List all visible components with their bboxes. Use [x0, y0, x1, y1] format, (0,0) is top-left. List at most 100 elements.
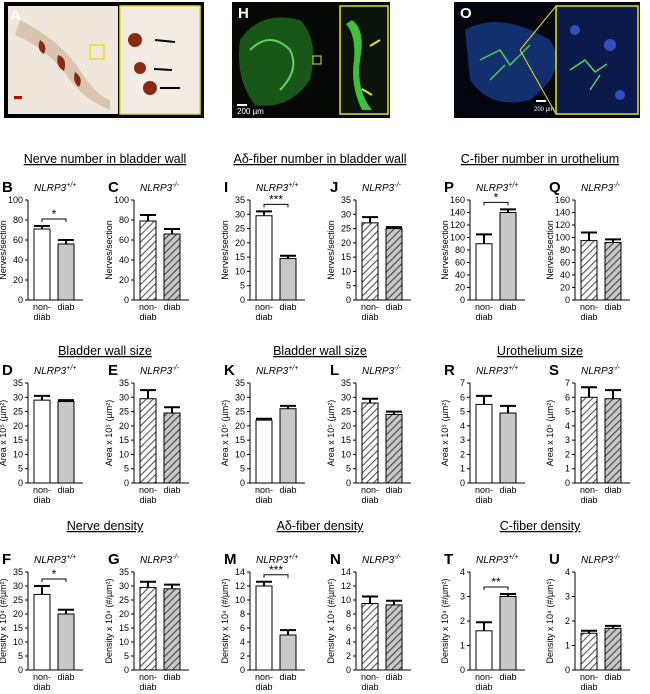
bar	[163, 233, 181, 301]
x-tick-label: diab	[57, 672, 74, 682]
x-tick-label: diab	[499, 485, 516, 495]
genotype-sup: +/+	[288, 365, 298, 372]
error-bar	[605, 238, 621, 243]
genotype: NLRP3+/+	[476, 554, 518, 566]
y-tick-label: 4	[565, 567, 570, 577]
y-tick-label: 3	[565, 435, 570, 445]
genotype: NLRP3-/-	[140, 554, 180, 566]
x-tick-line: non-	[33, 485, 51, 495]
genotype-sup: +/+	[66, 182, 76, 189]
bar	[385, 228, 403, 301]
y-tick-label: 25	[341, 224, 351, 234]
panel-letter: K	[224, 362, 235, 379]
bar	[385, 413, 403, 484]
panel-letter: S	[549, 362, 559, 379]
group-title: Bladder wall size	[58, 344, 152, 358]
y-tick-label: 60	[13, 235, 23, 245]
micrograph-a	[4, 2, 204, 118]
genotype: NLRP3+/+	[256, 365, 298, 377]
y-tick-label: 5	[240, 464, 245, 474]
error-bar	[140, 214, 156, 221]
x-tick-label: diab	[279, 672, 296, 682]
y-tick-label: 15	[341, 252, 351, 262]
y-tick-label: 5	[18, 464, 23, 474]
error-bar	[476, 621, 492, 631]
error-bar	[476, 394, 492, 405]
bar	[604, 242, 622, 301]
y-tick-label: 3	[460, 592, 465, 602]
y-tick-label: 35	[341, 378, 351, 388]
y-tick-label: 25	[119, 595, 129, 605]
y-tick-label: 2	[240, 651, 245, 661]
significance: ***	[269, 563, 283, 577]
genotype: NLRP3+/+	[256, 554, 298, 566]
genotype-sup: +/+	[508, 365, 518, 372]
error-bar	[34, 585, 50, 595]
y-tick-label: 15	[13, 623, 23, 633]
y-tick-label: 25	[119, 407, 129, 417]
y-tick-label: 10	[119, 449, 129, 459]
genotype-sup: +/+	[66, 365, 76, 372]
y-tick-label: 40	[455, 270, 465, 280]
y-axis-label: Density x 10⁴ (#/µm²)	[545, 578, 555, 663]
panel-letter: H	[238, 5, 249, 22]
error-bar	[164, 406, 180, 413]
y-tick-label: 4	[240, 637, 245, 647]
y-tick-label: 12	[235, 581, 245, 591]
y-tick-label: 1	[460, 641, 465, 651]
y-tick-label: 30	[235, 392, 245, 402]
bar	[33, 399, 51, 484]
y-tick-label: 0	[460, 295, 465, 305]
x-tick-label: diab	[385, 485, 402, 495]
y-tick-label: 40	[119, 255, 129, 265]
genotype: NLRP3+/+	[34, 554, 76, 566]
genotype: NLRP3-/-	[362, 365, 402, 377]
x-tick-label: non-diab	[33, 485, 51, 505]
genotype: NLRP3-/-	[362, 182, 402, 194]
y-tick-label: 0	[565, 295, 570, 305]
y-tick-label: 80	[455, 245, 465, 255]
bar	[139, 220, 157, 301]
genotype-sup: -/-	[394, 554, 401, 561]
y-tick-label: 25	[13, 595, 23, 605]
y-tick-label: 100	[555, 233, 570, 243]
error-bar	[362, 595, 378, 604]
y-tick-label: 0	[346, 665, 351, 675]
y-tick-label: 25	[235, 224, 245, 234]
bar	[604, 398, 622, 484]
significance-bracket	[41, 578, 67, 582]
error-bar	[140, 580, 156, 588]
y-axis-label: Area x 10⁵ (µm²)	[0, 400, 8, 466]
error-bar	[581, 386, 597, 398]
y-tick-label: 20	[119, 275, 129, 285]
error-bar	[605, 624, 621, 629]
y-tick-label: 100	[114, 195, 129, 205]
y-tick-label: 15	[119, 435, 129, 445]
bar	[139, 398, 157, 484]
y-tick-label: 6	[565, 392, 570, 402]
y-tick-label: 80	[13, 215, 23, 225]
y-tick-label: 10	[341, 595, 351, 605]
y-tick-label: 15	[119, 623, 129, 633]
bar	[475, 403, 493, 484]
significance: *	[52, 207, 57, 221]
y-tick-label: 0	[565, 478, 570, 488]
y-tick-label: 10	[13, 637, 23, 647]
error-bar	[256, 210, 272, 216]
significance: ***	[269, 192, 283, 206]
y-tick-label: 120	[555, 220, 570, 230]
scale-label: 200 µm	[534, 107, 554, 113]
x-tick-label: non-diab	[139, 485, 157, 505]
y-tick-label: 10	[119, 637, 129, 647]
y-tick-label: 0	[460, 478, 465, 488]
error-bar	[362, 397, 378, 403]
y-axis-label: Density x 10⁴ (#/µm²)	[0, 578, 8, 663]
x-tick-label: diab	[279, 485, 296, 495]
x-tick-line: non-	[361, 672, 379, 682]
y-axis-label: Nerves/section	[440, 220, 450, 280]
significance-bracket	[483, 201, 509, 206]
y-tick-label: 10	[235, 266, 245, 276]
x-tick-line: non-	[475, 672, 493, 682]
y-tick-label: 2	[565, 449, 570, 459]
x-tick-label: non-diab	[580, 485, 598, 505]
